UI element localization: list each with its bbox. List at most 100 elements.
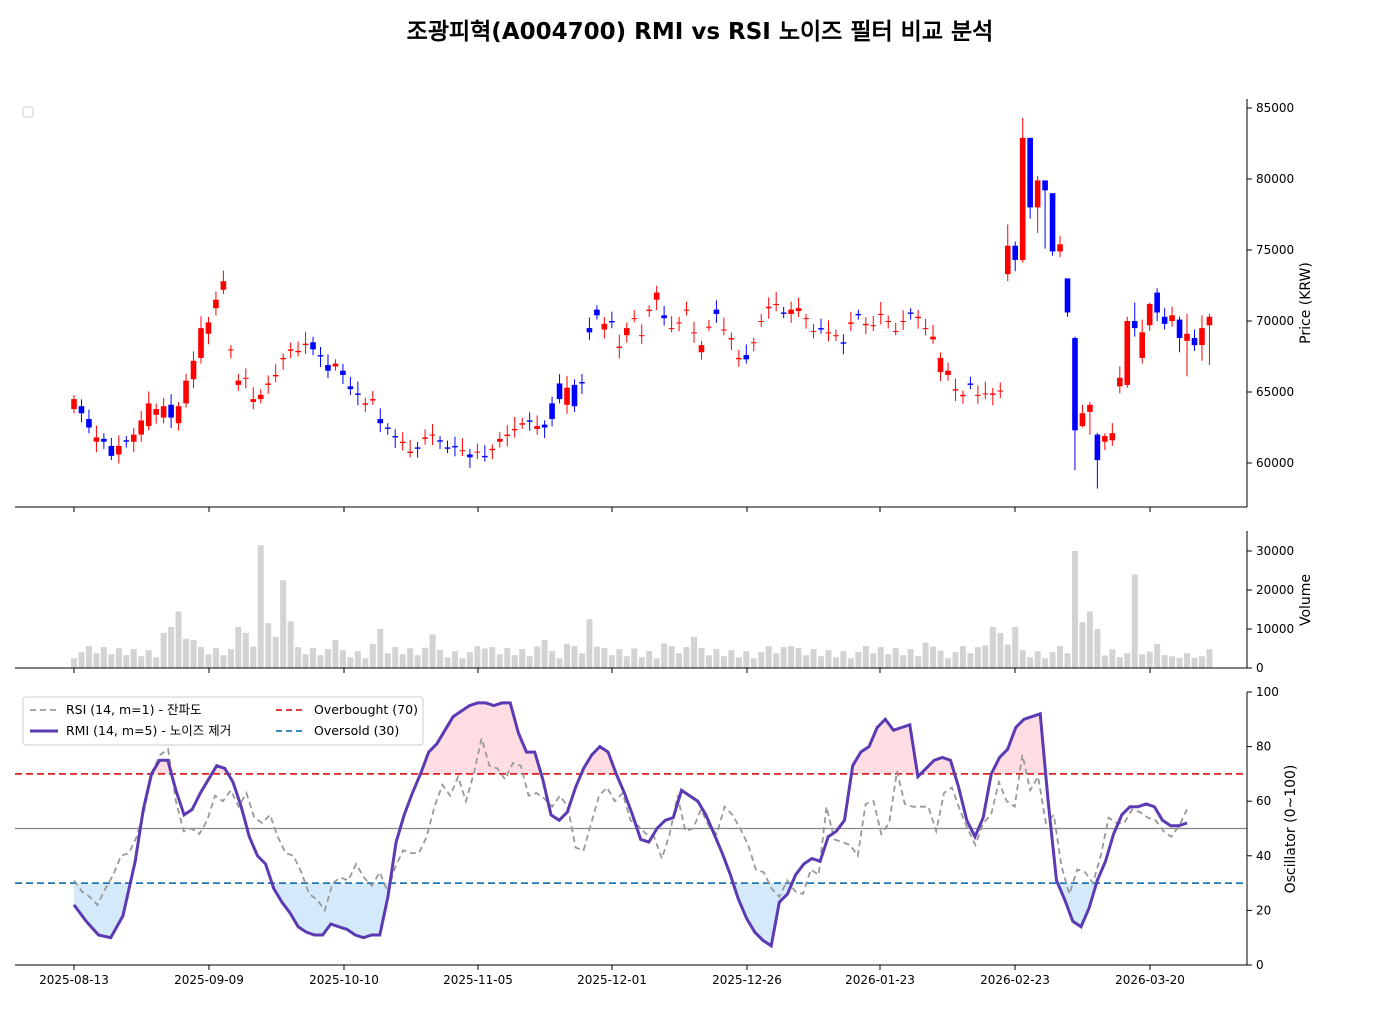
volume-bar — [705, 655, 712, 668]
candle — [676, 316, 682, 332]
candle — [1034, 176, 1041, 233]
candle-body — [1072, 338, 1078, 431]
price-ytick-label: 65000 — [1256, 385, 1294, 399]
candle — [975, 385, 981, 404]
volume-bar — [840, 651, 847, 668]
candle — [272, 364, 279, 383]
oversold-fill — [271, 883, 390, 938]
candle-body — [1124, 321, 1131, 385]
candle-body — [713, 309, 720, 314]
candle — [71, 394, 77, 414]
candle — [257, 389, 264, 404]
rmi-line — [72, 701, 1188, 949]
candle — [504, 425, 511, 447]
candle — [130, 427, 137, 453]
candle — [668, 316, 675, 333]
volume-bar — [354, 651, 361, 668]
volume-bar — [1057, 646, 1064, 668]
legend-frame — [22, 696, 424, 746]
candle — [1117, 366, 1123, 394]
volume-bar — [765, 646, 772, 668]
candle — [302, 331, 309, 355]
volume-bar — [885, 654, 892, 668]
candle-body — [892, 330, 899, 332]
candle — [594, 305, 600, 320]
candle-body — [840, 342, 847, 344]
candle — [407, 439, 413, 458]
volume-bar — [377, 629, 384, 668]
volume-bar — [332, 639, 339, 668]
candle-body — [205, 322, 212, 334]
candle — [683, 301, 690, 316]
candle-body — [1191, 338, 1198, 346]
candle — [108, 437, 115, 461]
volume-bar — [1169, 656, 1176, 668]
candle-body — [571, 384, 578, 407]
candle — [205, 316, 212, 345]
volume-bar — [937, 650, 944, 668]
candle-body — [728, 338, 735, 340]
volume-bar — [855, 652, 862, 668]
candle-body — [736, 357, 742, 360]
candle — [915, 309, 921, 329]
volume-bar — [862, 646, 869, 668]
volume-bar — [810, 649, 817, 668]
volume-bar — [593, 646, 600, 668]
candle-body — [758, 321, 765, 322]
osc-ytick-label: 0 — [1256, 958, 1264, 972]
x-tick-label: 2026-03-20 — [1115, 973, 1185, 987]
candle-body — [310, 342, 316, 350]
candle-body — [459, 450, 466, 452]
candle — [1027, 137, 1033, 219]
volume-bar — [541, 639, 548, 668]
volume-bar — [720, 656, 727, 668]
volume-bar — [683, 647, 690, 668]
volume-bar — [825, 650, 832, 668]
candle — [1072, 336, 1078, 471]
candle — [930, 324, 936, 344]
candle-body — [526, 420, 533, 422]
candle — [892, 322, 899, 336]
candle-body — [280, 357, 286, 360]
volume-bar — [601, 648, 608, 668]
candle — [437, 436, 443, 450]
volume-bar — [1019, 650, 1026, 668]
volume-bar — [616, 649, 623, 668]
volume-bar — [481, 648, 488, 668]
volume-bar — [138, 656, 145, 668]
candle — [482, 445, 488, 462]
candle-body — [765, 306, 772, 309]
candle — [519, 417, 525, 429]
volume-bar — [93, 653, 100, 668]
candle-body — [295, 350, 301, 353]
candle-body — [220, 281, 227, 290]
candle — [355, 381, 361, 406]
candle — [907, 308, 914, 320]
volume-bar — [242, 632, 249, 668]
candle — [362, 397, 369, 413]
candle-body — [863, 323, 869, 326]
volume-bar — [429, 634, 436, 668]
volume-bar — [900, 655, 907, 668]
legend-rsi-label: RSI (14, m=1) - 잔파도 — [66, 702, 201, 717]
candle-body — [937, 357, 944, 373]
volume-bar — [832, 657, 839, 668]
price-candles — [71, 117, 1213, 489]
volume-bar — [803, 655, 810, 668]
candle — [265, 375, 272, 394]
candle — [496, 432, 503, 448]
candle-body — [638, 335, 645, 337]
candle-body — [422, 437, 428, 439]
volume-bar — [160, 632, 167, 668]
volume-bar — [392, 647, 399, 668]
candle — [900, 310, 906, 330]
candle-body — [668, 328, 675, 330]
candle-body — [145, 403, 152, 427]
volume-bar — [578, 653, 585, 668]
volume-bar — [280, 580, 287, 668]
candle — [1124, 316, 1131, 388]
candle-body — [952, 389, 959, 391]
volume-bar — [930, 646, 937, 668]
candle — [228, 345, 234, 359]
volume-bar — [347, 657, 354, 668]
